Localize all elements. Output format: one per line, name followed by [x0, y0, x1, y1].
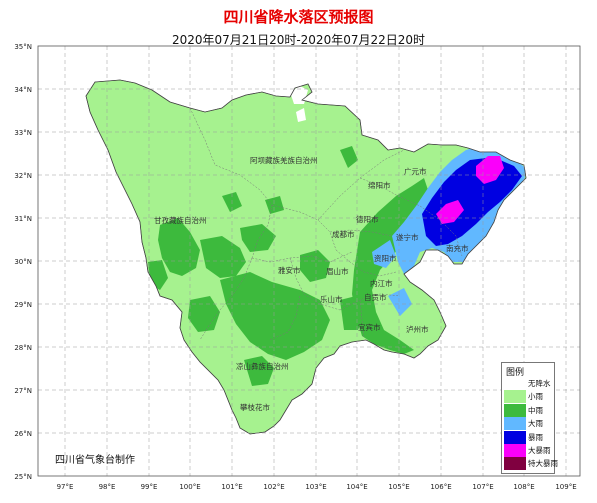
region-label-aba: 阿坝藏族羌族自治州 [250, 155, 318, 165]
legend-swatch [504, 417, 526, 431]
city-label-neijiang: 内江市 [370, 278, 393, 288]
legend-label: 暴雨 [528, 432, 543, 442]
map-frame [37, 45, 581, 477]
legend-swatch [504, 403, 526, 417]
legend-label: 无降水 [528, 379, 551, 388]
legend-item: 大雨 [504, 417, 552, 431]
city-label-deyang: 德阳市 [356, 214, 379, 224]
region-label-liangshan: 凉山彝族自治州 [236, 361, 289, 371]
legend-label: 特大暴雨 [528, 459, 558, 469]
city-label-mianyang: 绵阳市 [368, 180, 391, 190]
city-label-ziyang: 资阳市 [374, 253, 397, 263]
legend-label: 中雨 [528, 405, 543, 415]
legend-item: 特大暴雨 [504, 457, 558, 471]
city-label-nanchong: 南充市 [446, 243, 469, 253]
city-label-luzhou: 泸州市 [406, 324, 429, 334]
lat-label-34: 34°N [14, 86, 32, 94]
legend-item: 中雨 [504, 403, 552, 417]
lon-label-97: 97°E [57, 483, 74, 491]
city-label-suining: 遂宁市 [396, 232, 419, 242]
city-label-yaan: 雅安市 [278, 265, 301, 275]
legend: 图例 无降水小雨中雨大雨暴雨大暴雨特大暴雨 [501, 362, 558, 474]
issuer-credit: 四川省气象台制作 [55, 455, 135, 466]
lat-label-25: 25°N [14, 473, 32, 481]
lat-label-32: 32°N [14, 172, 32, 180]
lat-label-31: 31°N [14, 215, 32, 223]
legend-item: 小雨 [504, 390, 552, 404]
city-label-panzhihua: 攀枝花市 [240, 402, 270, 412]
lat-label-27: 27°N [14, 387, 32, 395]
lon-label-101: 101°E [221, 483, 242, 491]
lat-label-33: 33°N [14, 129, 32, 137]
lon-label-99: 99°E [141, 483, 158, 491]
legend-item: 无降水 [504, 377, 552, 390]
forecast-period: 2020年07月21日20时-2020年07月22日20时 [171, 33, 426, 47]
city-label-meishan: 眉山市 [326, 266, 349, 276]
lon-label-104: 104°E [346, 483, 367, 491]
legend-item: 大暴雨 [504, 444, 552, 457]
downpour-area [436, 156, 504, 224]
lon-label-107: 107°E [472, 483, 493, 491]
graticule [38, 46, 580, 476]
lat-label-35: 35°N [14, 43, 32, 51]
legend-label: 大暴雨 [528, 446, 551, 455]
rainstorm-area [422, 158, 522, 246]
region-labels: 阿坝藏族羌族自治州 甘孜藏族自治州 凉山彝族自治州 广元市 绵阳市 德阳市 成都… [154, 155, 469, 412]
city-label-yibin: 宜宾市 [358, 322, 381, 332]
map-title: 四川省降水落区预报图 [223, 8, 374, 26]
city-label-guangyuan: 广元市 [404, 166, 427, 176]
legend-swatch [504, 444, 526, 457]
lat-label-30: 30°N [14, 258, 32, 266]
lon-label-105: 105°E [388, 483, 409, 491]
legend-swatch [504, 390, 526, 404]
lon-label-98: 98°E [99, 483, 116, 491]
legend-title: 图例 [506, 368, 525, 378]
lon-label-106: 106°E [430, 483, 451, 491]
city-label-leshan: 乐山市 [320, 294, 343, 304]
longitude-labels: 97°E 98°E 99°E 100°E 101°E 102°E 103°E 1… [57, 483, 577, 491]
legend-swatch [504, 377, 526, 390]
city-label-zigong: 自贡市 [364, 292, 387, 302]
city-label-chengdu: 成都市 [332, 229, 355, 239]
legend-item: 暴雨 [504, 430, 552, 444]
lon-label-103: 103°E [305, 483, 326, 491]
prefecture-boundaries [189, 107, 463, 341]
legend-swatch [504, 457, 526, 471]
lat-label-28: 28°N [14, 344, 32, 352]
legend-label: 小雨 [528, 392, 543, 402]
province-outline [85, 79, 527, 435]
legend-label: 大雨 [528, 419, 543, 429]
region-label-ganzi: 甘孜藏族自治州 [154, 215, 207, 225]
lon-label-108: 108°E [513, 483, 534, 491]
legend-swatch [504, 430, 526, 444]
lon-label-109: 109°E [555, 483, 576, 491]
lat-label-26: 26°N [14, 430, 32, 438]
lat-label-29: 29°N [14, 301, 32, 309]
latitude-labels: 35°N 34°N 33°N 32°N 31°N 30°N 29°N 28°N … [14, 43, 32, 481]
lon-label-102: 102°E [263, 483, 284, 491]
lon-label-100: 100°E [179, 483, 200, 491]
